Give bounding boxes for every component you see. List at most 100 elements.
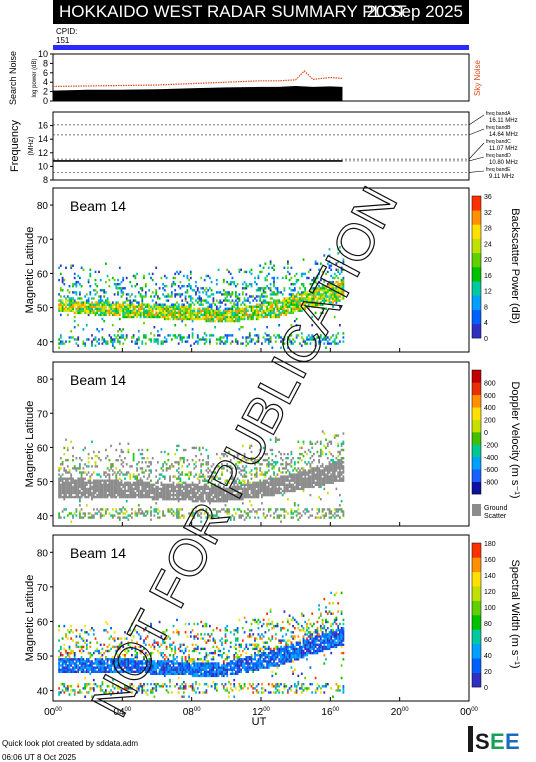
heatmap-cell <box>148 289 150 291</box>
heatmap-cell <box>138 480 140 482</box>
heatmap-cell <box>95 345 97 347</box>
heatmap-cell <box>98 342 100 344</box>
heatmap-cell <box>173 312 175 314</box>
heatmap-cell <box>221 340 223 342</box>
heatmap-cell <box>88 308 90 310</box>
heatmap-cell <box>93 508 95 510</box>
heatmap-cell <box>152 306 154 308</box>
heatmap-cell <box>117 340 119 342</box>
heatmap-cell <box>89 662 91 664</box>
heatmap-cell <box>174 312 176 314</box>
heatmap-cell <box>195 285 197 287</box>
heatmap-cell <box>258 508 260 510</box>
heatmap-cell <box>214 316 216 318</box>
heatmap-cell <box>119 508 121 510</box>
heatmap-cell <box>239 299 241 301</box>
heatmap-cell <box>320 486 322 488</box>
heatmap-cell <box>98 652 100 654</box>
heatmap-cell <box>155 510 157 512</box>
heatmap-cell <box>62 478 64 480</box>
heatmap-cell <box>138 312 140 314</box>
heatmap-cell <box>89 475 91 477</box>
heatmap-cell <box>271 297 273 299</box>
heatmap-cell <box>271 465 273 467</box>
heatmap-cell <box>76 635 78 637</box>
heatmap-cell <box>275 482 277 484</box>
heatmap-cell <box>74 283 76 285</box>
heatmap-cell <box>67 687 69 689</box>
heatmap-cell <box>322 478 324 480</box>
heatmap-cell <box>287 484 289 486</box>
heatmap-cell <box>105 291 107 293</box>
heatmap-cell <box>226 320 228 322</box>
heatmap-cell <box>166 338 168 340</box>
heatmap-cell <box>273 482 275 484</box>
heatmap-cell <box>70 650 72 652</box>
heatmap-cell <box>242 308 244 310</box>
heatmap-cell <box>138 504 140 506</box>
heatmap-cell <box>167 312 169 314</box>
heatmap-cell <box>313 467 315 469</box>
heatmap-cell <box>102 318 104 320</box>
heatmap-cell <box>91 297 93 299</box>
heatmap-cell <box>282 304 284 306</box>
heatmap-cell <box>178 486 180 488</box>
heatmap-cell <box>323 478 325 480</box>
heatmap-cell <box>72 650 74 652</box>
heatmap-cell <box>88 304 90 306</box>
heatmap-cell <box>70 652 72 654</box>
heatmap-cell <box>126 316 128 318</box>
heatmap-cell <box>155 490 157 492</box>
heatmap-cell <box>181 304 183 306</box>
heatmap-cell <box>329 441 331 443</box>
heatmap-cell <box>169 510 171 512</box>
heatmap-cell <box>211 281 213 283</box>
heatmap-cell <box>287 453 289 455</box>
heatmap-cell <box>273 465 275 467</box>
heatmap-cell <box>77 666 79 668</box>
heatmap-cell <box>317 508 319 510</box>
heatmap-cell <box>79 660 81 662</box>
heatmap-cell <box>325 512 327 514</box>
heatmap-cell <box>287 498 289 500</box>
heatmap-cell <box>77 336 79 338</box>
heatmap-cell <box>107 484 109 486</box>
heatmap-cell <box>58 656 60 658</box>
heatmap-cell <box>334 465 336 467</box>
heatmap-cell <box>89 285 91 287</box>
heatmap-cell <box>67 664 69 666</box>
heatmap-cell <box>174 461 176 463</box>
heatmap-cell <box>183 492 185 494</box>
heatmap-cell <box>167 490 169 492</box>
heatmap-cell <box>245 336 247 338</box>
heatmap-cell <box>223 316 225 318</box>
heatmap-cell <box>109 279 111 281</box>
heatmap-cell <box>171 316 173 318</box>
heatmap-cell <box>266 486 268 488</box>
heatmap-cell <box>122 451 124 453</box>
heatmap-cell <box>70 685 72 687</box>
heatmap-cell <box>294 478 296 480</box>
freq-ytick-label: 16 <box>38 121 48 131</box>
heatmap-cell <box>174 304 176 306</box>
heatmap-cell <box>150 469 152 471</box>
heatmap-cell <box>265 490 267 492</box>
heatmap-cell <box>119 304 121 306</box>
heatmap-cell <box>121 494 123 496</box>
heatmap-cell <box>237 340 239 342</box>
heatmap-cell <box>102 490 104 492</box>
heatmap-cell <box>114 340 116 342</box>
heatmap-cell <box>251 283 253 285</box>
heatmap-cell <box>65 656 67 658</box>
heatmap-cell <box>157 340 159 342</box>
heatmap-cell <box>317 473 319 475</box>
heatmap-cell <box>95 465 97 467</box>
heatmap-cell <box>100 306 102 308</box>
heatmap-cell <box>107 486 109 488</box>
heatmap-cell <box>181 285 183 287</box>
heatmap-cell <box>291 465 293 467</box>
heatmap-cell <box>268 494 270 496</box>
heatmap-cell <box>235 316 237 318</box>
heatmap-cell <box>105 308 107 310</box>
heatmap-cell <box>145 510 147 512</box>
